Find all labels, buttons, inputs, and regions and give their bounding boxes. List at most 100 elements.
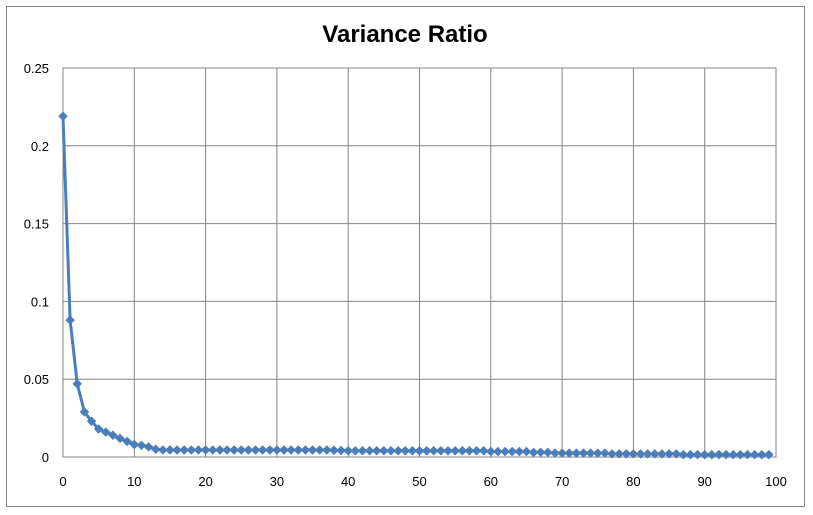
data-point bbox=[286, 445, 297, 455]
data-point bbox=[386, 445, 396, 456]
data-point bbox=[614, 449, 624, 459]
plot-area bbox=[62, 67, 777, 458]
y-tick-label: 0.05 bbox=[24, 372, 49, 387]
data-point bbox=[407, 445, 418, 456]
data-point bbox=[300, 445, 311, 455]
data-point bbox=[236, 445, 247, 455]
data-point bbox=[150, 444, 161, 455]
data-point bbox=[329, 445, 339, 456]
data-point bbox=[692, 449, 703, 460]
data-point bbox=[649, 449, 660, 459]
data-point bbox=[400, 445, 411, 456]
data-point bbox=[578, 448, 589, 458]
gridlines bbox=[62, 67, 777, 458]
data-point bbox=[607, 449, 617, 459]
x-tick-label: 20 bbox=[198, 474, 212, 489]
data-point bbox=[493, 446, 503, 457]
y-tick-label: 0.1 bbox=[31, 294, 49, 309]
data-point bbox=[100, 427, 111, 437]
data-point bbox=[343, 445, 354, 456]
data-point bbox=[749, 449, 760, 460]
data-point bbox=[157, 445, 168, 455]
data-point bbox=[122, 436, 133, 447]
x-tick-label: 30 bbox=[270, 474, 284, 489]
data-point bbox=[521, 446, 532, 457]
data-point bbox=[550, 448, 560, 458]
data-point bbox=[557, 448, 567, 458]
data-point bbox=[207, 445, 218, 455]
data-point bbox=[471, 445, 482, 456]
data-point bbox=[528, 447, 539, 458]
data-point bbox=[507, 446, 518, 457]
data-point bbox=[485, 446, 496, 457]
data-point bbox=[742, 449, 753, 460]
data-point bbox=[350, 445, 361, 456]
data-point bbox=[136, 440, 147, 451]
data-point bbox=[115, 433, 125, 444]
x-tick-label: 0 bbox=[59, 474, 66, 489]
data-point bbox=[250, 445, 261, 455]
data-point bbox=[699, 449, 710, 460]
data-point bbox=[229, 445, 239, 455]
data-point bbox=[706, 449, 717, 460]
x-tick-label: 60 bbox=[484, 474, 498, 489]
data-point bbox=[414, 445, 425, 456]
data-point bbox=[264, 445, 275, 455]
data-point bbox=[628, 449, 639, 459]
y-tick-label: 0 bbox=[42, 450, 49, 465]
y-tick-label: 0.25 bbox=[24, 61, 49, 76]
x-tick-label: 50 bbox=[412, 474, 426, 489]
data-point bbox=[86, 416, 97, 427]
data-point bbox=[657, 449, 667, 459]
data-point bbox=[635, 449, 646, 459]
data-point bbox=[678, 449, 689, 460]
data-point bbox=[222, 445, 232, 455]
data-point bbox=[215, 445, 225, 455]
data-point bbox=[378, 445, 389, 456]
chart-title: Variance Ratio bbox=[322, 21, 487, 48]
data-point bbox=[685, 449, 696, 460]
x-tick-label: 90 bbox=[697, 474, 711, 489]
data-point bbox=[721, 449, 731, 460]
data-point bbox=[436, 445, 446, 456]
series-markers bbox=[58, 111, 774, 460]
data-point bbox=[79, 407, 90, 417]
data-point bbox=[279, 445, 289, 455]
y-tick-label: 0.2 bbox=[31, 139, 49, 154]
data-point bbox=[735, 449, 746, 460]
data-point bbox=[307, 445, 318, 455]
x-tick-label: 80 bbox=[626, 474, 640, 489]
data-point bbox=[478, 445, 489, 456]
data-point bbox=[756, 449, 767, 460]
data-point bbox=[243, 445, 254, 455]
data-point bbox=[642, 449, 653, 459]
data-point bbox=[72, 379, 83, 389]
data-point bbox=[200, 445, 211, 455]
data-point bbox=[357, 445, 368, 456]
data-point bbox=[58, 111, 68, 122]
data-point bbox=[428, 445, 439, 456]
data-point bbox=[179, 445, 190, 455]
data-point bbox=[464, 445, 475, 456]
data-point bbox=[257, 445, 268, 455]
data-point bbox=[393, 445, 403, 456]
data-point bbox=[143, 442, 154, 452]
data-point bbox=[728, 449, 739, 460]
data-point bbox=[65, 315, 75, 325]
series-line bbox=[61, 114, 771, 457]
data-point bbox=[764, 449, 774, 460]
data-point bbox=[671, 449, 682, 459]
data-point bbox=[108, 430, 118, 441]
data-point bbox=[500, 446, 510, 457]
data-point bbox=[93, 424, 104, 434]
data-point bbox=[272, 445, 282, 455]
data-point bbox=[421, 445, 432, 456]
data-point bbox=[193, 445, 204, 455]
data-point bbox=[535, 447, 546, 458]
data-point bbox=[621, 449, 632, 459]
data-point bbox=[600, 448, 610, 458]
y-tick-label: 0.15 bbox=[24, 217, 49, 232]
data-point bbox=[714, 449, 724, 460]
data-point bbox=[542, 447, 553, 458]
